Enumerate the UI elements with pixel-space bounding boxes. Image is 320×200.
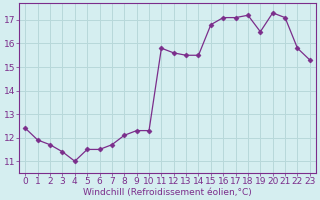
X-axis label: Windchill (Refroidissement éolien,°C): Windchill (Refroidissement éolien,°C): [83, 188, 252, 197]
